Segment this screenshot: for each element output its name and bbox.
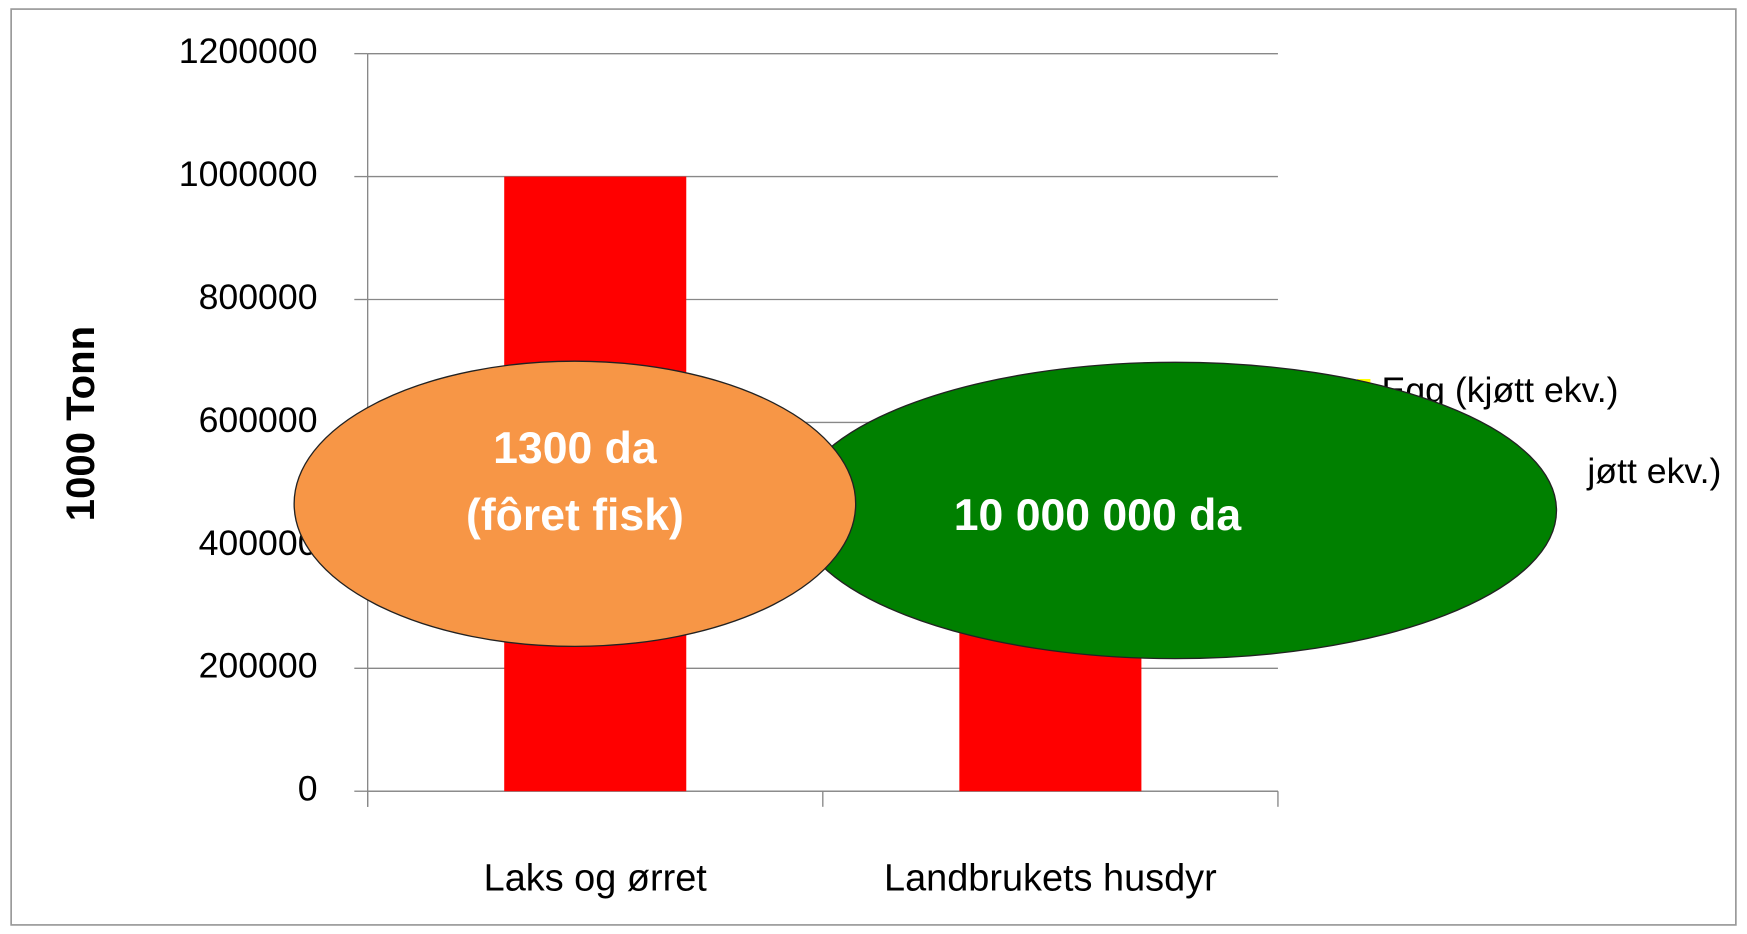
y-tick-label: 400000 — [199, 523, 318, 563]
annotation-text: 1300 da — [493, 424, 658, 473]
y-tick-label: 600000 — [199, 400, 318, 440]
annotation-ellipse — [293, 360, 857, 648]
y-tick-label: 800000 — [199, 277, 318, 317]
annotation-text: 10 000 000 da — [954, 491, 1243, 540]
y-axis-label: 1000 Tonn — [59, 326, 103, 521]
y-tick-label: 200000 — [199, 646, 318, 686]
y-tick-label: 1200000 — [179, 31, 318, 71]
annotation-text: (fôret fisk) — [466, 491, 684, 540]
x-tick-label: Laks og ørret — [484, 857, 708, 899]
x-tick-label: Landbrukets husdyr — [884, 857, 1217, 899]
y-tick-label: 1000000 — [179, 154, 318, 194]
y-tick-label: 0 — [298, 769, 318, 809]
legend-label: jøtt ekv.) — [1586, 451, 1721, 491]
